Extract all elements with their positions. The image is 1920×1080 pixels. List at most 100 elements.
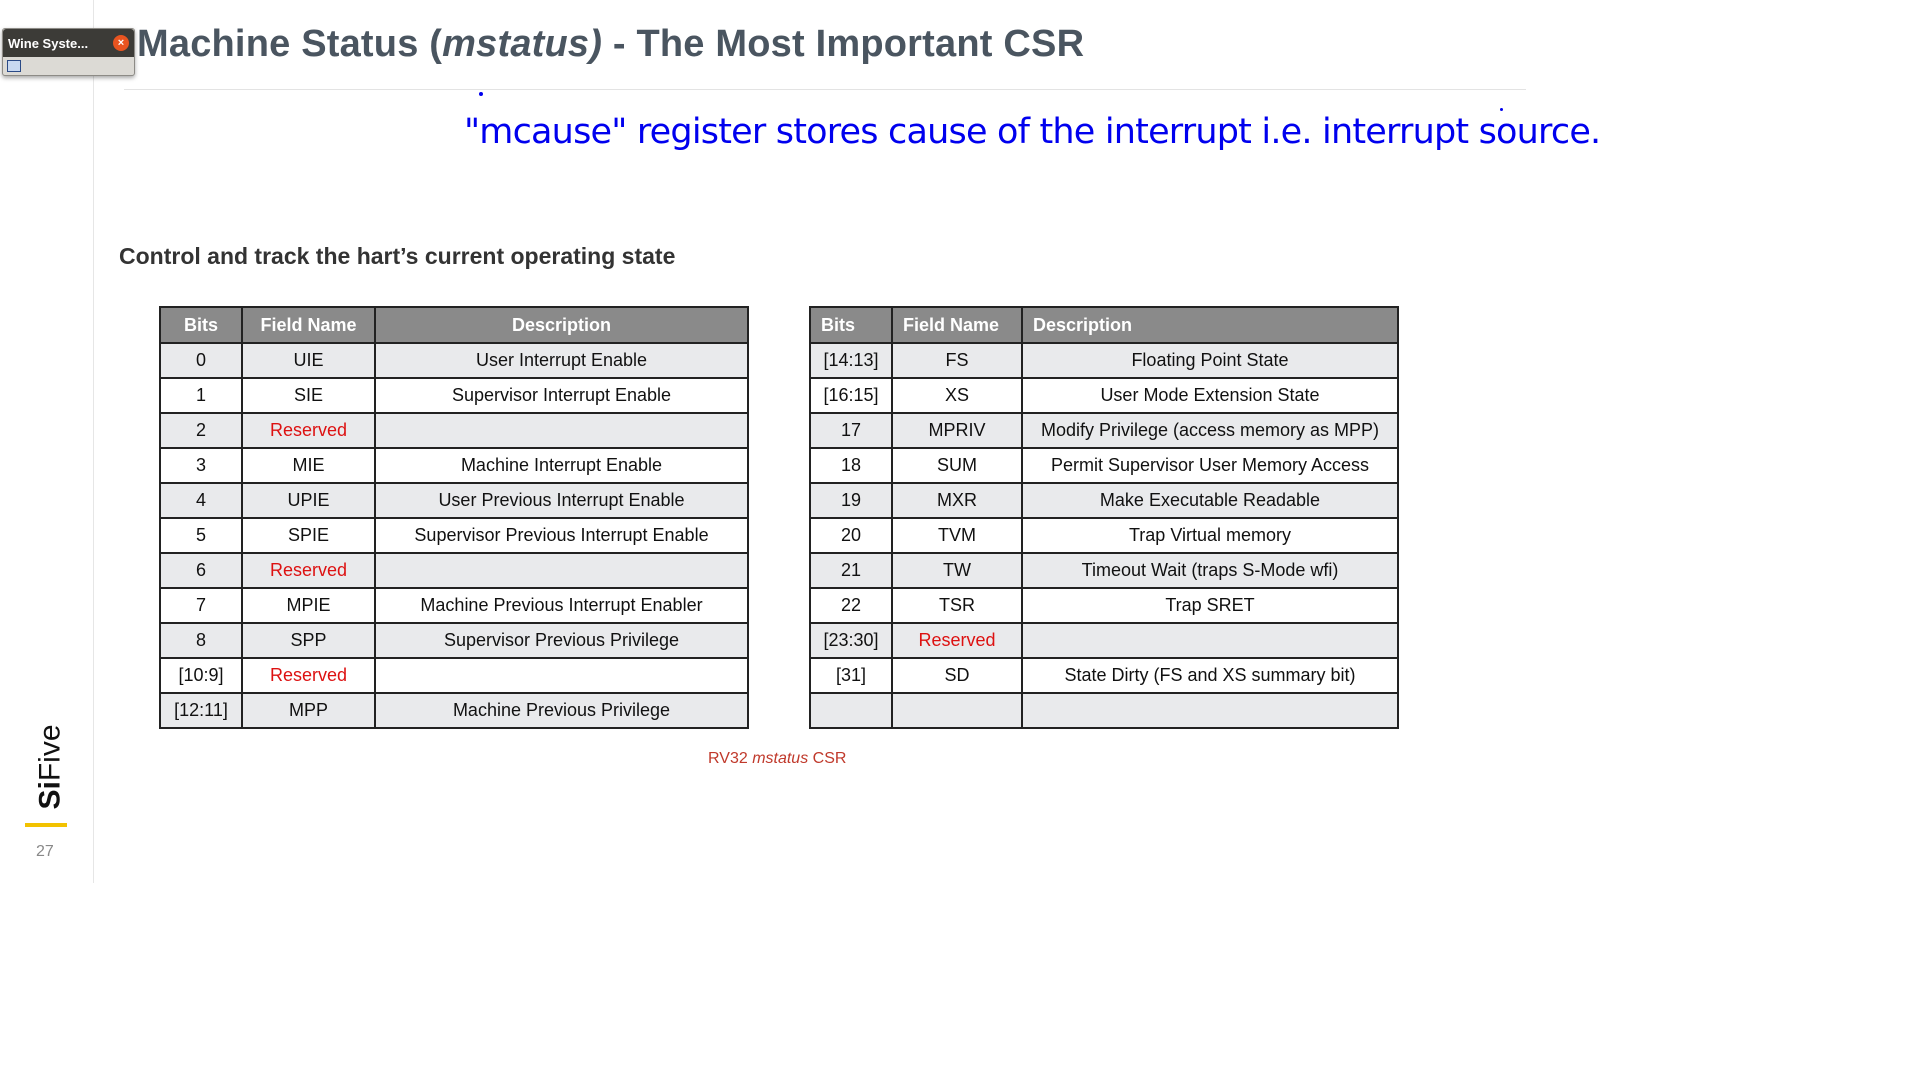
description-cell [1021,692,1399,729]
bits-cell: [31] [809,657,893,694]
field-name-cell: MXR [891,482,1023,519]
description-cell [374,552,749,589]
wine-window-titlebar[interactable]: Wine Syste... × [3,29,134,57]
bits-cell: 3 [159,447,243,484]
field-name-cell: UPIE [241,482,376,519]
page-number: 27 [36,843,54,860]
field-name-cell: FS [891,342,1023,379]
description-cell: Trap SRET [1021,587,1399,624]
mcause-annotation: "mcause" register stores cause of the in… [464,112,1601,152]
column-header: Bits [809,306,893,344]
field-name-cell: TSR [891,587,1023,624]
field-name-cell: MPRIV [891,412,1023,449]
brand-accent-bar [25,823,67,827]
table-row: 22 TSR Trap SRET [809,587,1399,624]
description-cell: Make Executable Readable [1021,482,1399,519]
wine-system-tray-window[interactable]: Wine Syste... × [2,28,135,76]
table-row: [10:9] Reserved [159,657,749,694]
description-cell: Trap Virtual memory [1021,517,1399,554]
column-header: Description [374,306,749,344]
table-row: 1 SIE Supervisor Interrupt Enable [159,377,749,414]
bits-cell: 0 [159,342,243,379]
table-header-row: Bits Field Name Description [809,306,1399,344]
field-name-cell: Reserved [241,552,376,589]
description-cell: Machine Previous Privilege [374,692,749,729]
table-row: [16:15] XS User Mode Extension State [809,377,1399,414]
field-name-cell: Reserved [241,412,376,449]
table-row: [12:11] MPP Machine Previous Privilege [159,692,749,729]
description-cell: User Previous Interrupt Enable [374,482,749,519]
description-cell: State Dirty (FS and XS summary bit) [1021,657,1399,694]
column-header: Field Name [241,306,376,344]
description-cell: Supervisor Previous Privilege [374,622,749,659]
table-row: 18 SUM Permit Supervisor User Memory Acces… [809,447,1399,484]
column-header: Bits [159,306,243,344]
title-italic: mstatus) [442,23,603,65]
table-row: 6 Reserved [159,552,749,589]
bits-cell: 5 [159,517,243,554]
column-header: Field Name [891,306,1023,344]
table-row: [31] SD State Dirty (FS and XS summary bit… [809,657,1399,694]
field-name-cell: SUM [891,447,1023,484]
bits-cell: 1 [159,377,243,414]
field-name-cell: SIE [241,377,376,414]
field-name-cell: TW [891,552,1023,589]
table-row: 2 Reserved [159,412,749,449]
bits-cell: 2 [159,412,243,449]
description-cell: Supervisor Previous Interrupt Enable [374,517,749,554]
description-cell [1021,622,1399,659]
mstatus-table-high-bits: Bits Field Name Description [14:13] FS Float… [809,306,1399,729]
title-prefix: Machine Status ( [137,23,443,65]
bits-cell: 20 [809,517,893,554]
sifive-logo-text: SiFive [34,724,68,809]
field-name-cell: XS [891,377,1023,414]
description-cell: Modify Privilege (access memory as MPP) [1021,412,1399,449]
description-cell: Timeout Wait (traps S-Mode wfi) [1021,552,1399,589]
description-cell: Machine Previous Interrupt Enabler [374,587,749,624]
caption-italic: mstatus [752,750,809,767]
caption-suffix: CSR [808,750,847,767]
field-name-cell: UIE [241,342,376,379]
description-cell: Machine Interrupt Enable [374,447,749,484]
field-name-cell: SD [891,657,1023,694]
table-row: 3 MIE Machine Interrupt Enable [159,447,749,484]
table-row: 0 UIE User Interrupt Enable [159,342,749,379]
field-name-cell [891,692,1023,729]
description-cell: Floating Point State [1021,342,1399,379]
left-rail [0,0,94,883]
table-row: 4 UPIE User Previous Interrupt Enable [159,482,749,519]
logo-bold: Si [33,781,67,810]
field-name-cell: SPIE [241,517,376,554]
bits-cell: 7 [159,587,243,624]
field-name-cell: MPP [241,692,376,729]
field-name-cell: Reserved [241,657,376,694]
logo-rest: Five [33,724,67,782]
sifive-logo: SiFive [22,724,72,809]
bits-cell [809,692,893,729]
close-icon[interactable]: × [113,35,129,51]
bits-cell: [23:30] [809,622,893,659]
table-row: 20 TVM Trap Virtual memory [809,517,1399,554]
annotation-dot [1500,108,1503,111]
description-cell: Permit Supervisor User Memory Access [1021,447,1399,484]
annotation-dot [479,92,483,96]
bits-cell: 6 [159,552,243,589]
bits-cell: 17 [809,412,893,449]
table-row: [23:30] Reserved [809,622,1399,659]
field-name-cell: SPP [241,622,376,659]
table-row: [14:13] FS Floating Point State [809,342,1399,379]
title-suffix: - The Most Important CSR [602,23,1085,65]
table-caption: RV32 mstatus CSR [708,750,846,768]
description-cell: Supervisor Interrupt Enable [374,377,749,414]
bits-cell: [16:15] [809,377,893,414]
field-name-cell: TVM [891,517,1023,554]
bits-cell: 4 [159,482,243,519]
mstatus-table-low-bits: Bits Field Name Description 0 UIE User Inter… [159,306,749,729]
table-row: 17 MPRIV Modify Privilege (access memory a… [809,412,1399,449]
bits-cell: 21 [809,552,893,589]
table-row: 19 MXR Make Executable Readable [809,482,1399,519]
tray-app-icon[interactable] [7,60,21,72]
description-cell [374,412,749,449]
slide-subtitle: Control and track the hart’s current ope… [119,243,676,269]
bits-cell: 8 [159,622,243,659]
